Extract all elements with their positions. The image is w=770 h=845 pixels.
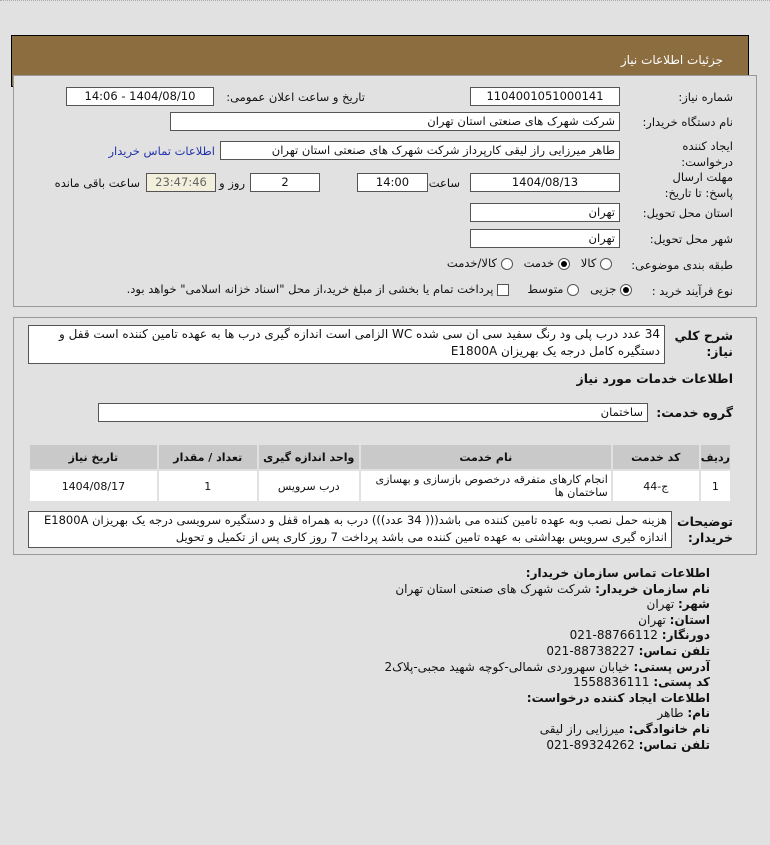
buyer-notes-field: هزینه حمل نصب وبه عهده تامین کننده می با… [28,511,672,548]
col-qty: تعداد / مقدار [158,445,257,469]
creator-phone: تلفن تماس: 89324262-021 [546,737,710,752]
process-option-minor: جزیی [590,282,617,296]
creator-family: نام خانوادگی: میرزایی راز لیقی [539,721,710,736]
days-field: 2 [250,173,320,192]
process-radio-medium[interactable] [567,283,580,296]
announce-field: 1404/08/10 - 14:06 [66,87,214,106]
contact-province: استان: تهران [638,612,710,627]
services-table: ردیف کد خدمت نام خدمت واحد اندازه گیری ت… [28,443,732,503]
category-label: طبقه بندی موضوعی: [631,258,733,272]
description-field: 34 عدد درب پلی ود رنگ سفید سی ان سی شده … [28,325,665,364]
category-radio-service[interactable] [557,257,570,270]
category-option-goods: کالا [580,256,597,270]
process-option-medium: متوسط [527,282,564,296]
city-field: تهران [470,229,620,248]
col-date: تاریخ نیاز [30,445,157,469]
service-group-label: گروه خدمت: [656,405,733,420]
category-radio-group: کالا خدمت کالا/خدمت [447,256,612,270]
category-option-service: خدمت [523,256,555,270]
buyer-contact-info: اطلاعات تماس سازمان خریدار: نام سازمان خ… [384,566,710,753]
page-title: جزئیات اطلاعات نیاز [620,53,723,67]
creator-field: طاهر میرزایی راز لیقی کارپرداز شرکت شهرک… [220,141,620,160]
cell-unit: درب سرویس [258,471,359,501]
contact-phone: تلفن تماس: 88738227-021 [546,643,710,658]
announce-label: تاریخ و ساعت اعلان عمومی: [226,90,365,104]
col-code: کد خدمت [612,445,699,469]
table-header-row: ردیف کد خدمت نام خدمت واحد اندازه گیری ت… [30,445,730,469]
service-group-field: ساختمان [98,403,648,422]
table-row: 1 ج-44 انجام کارهای متفرقه درخصوص بازساز… [30,471,730,501]
cell-code: ج-44 [612,471,699,501]
creator-label: ایجاد کننده درخواست: [681,139,733,169]
col-unit: واحد اندازه گیری [258,445,359,469]
days-label: روز و [219,176,245,190]
description-label: شرح کلي نیاز: [674,328,733,359]
contact-postal: کد پستی: 1558836111 [573,675,710,690]
contact-address: آدرس پستی: خیابان سهروردی شمالی-کوچه شهی… [384,659,710,674]
remaining-label: ساعت باقی مانده [54,176,140,190]
col-name: نام خدمت [360,445,611,469]
category-radio-goods-service[interactable] [500,257,513,270]
contact-city: شهر: تهران [646,597,710,612]
cell-name: انجام کارهای متفرقه درخصوص بازسازی و بهس… [360,471,611,501]
creator-title: اطلاعات ایجاد کننده درخواست: [526,690,710,705]
need-number-label: شماره نیاز: [678,90,733,104]
process-radio-minor[interactable] [620,283,632,296]
buyer-field: شرکت شهرک های صنعتی استان تهران [170,112,620,131]
deadline-label: مهلت ارسال پاسخ: تا تاریخ: [664,170,733,200]
contact-title: اطلاعات تماس سازمان خریدار: [525,566,710,580]
province-field: تهران [470,203,620,222]
cell-row: 1 [700,471,730,501]
process-label: نوع فرآیند خرید : [651,284,733,298]
col-row: ردیف [700,445,730,469]
deadline-date-field: 1404/08/13 [470,173,620,192]
need-number-field: 1104001051000141 [470,87,620,106]
cell-qty: 1 [158,471,257,501]
treasury-payment-note: پرداخت تمام یا بخشی از مبلغ خرید،از محل … [126,282,494,296]
province-label: استان محل تحویل: [642,206,733,220]
time-label: ساعت [428,176,460,190]
services-section-title: اطلاعات خدمات مورد نیاز [576,371,734,386]
cell-date: 1404/08/17 [30,471,157,501]
category-radio-goods[interactable] [600,257,612,270]
treasury-payment-checkbox[interactable] [497,283,510,296]
category-option-goods-service: کالا/خدمت [446,256,497,270]
deadline-time-field: 14:00 [357,173,428,192]
contact-fax: دورنگار: 88766112-021 [569,628,710,643]
creator-name: نام: طاهر [657,706,710,721]
buyer-contact-link[interactable]: اطلاعات تماس خریدار [108,144,215,158]
buyer-notes-label: توضیحات خریدار: [677,514,733,545]
process-radio-group: جزیی متوسط پرداخت تمام یا بخشی از مبلغ خ… [127,282,632,296]
city-label: شهر محل تحویل: [649,232,733,246]
remaining-time-field: 23:47:46 [146,173,216,192]
contact-org: نام سازمان خریدار: شرکت شهرک های صنعتی ا… [395,581,710,596]
buyer-label: نام دستگاه خریدار: [642,115,733,129]
